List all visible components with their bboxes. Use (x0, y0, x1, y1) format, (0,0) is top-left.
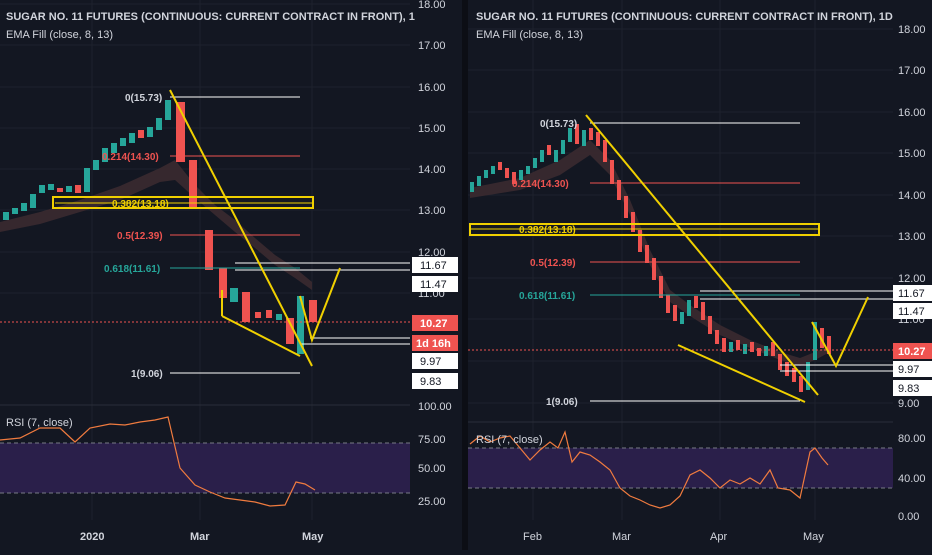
fib-label: 0(15.73) (540, 119, 577, 130)
right-fib-highlight-box (469, 223, 820, 236)
left-rsi-axis[interactable]: 100.00 75.00 50.00 25.00 (418, 401, 452, 508)
rsi-tick: 40.00 (898, 473, 926, 485)
price-tag: 11.47 (420, 279, 447, 291)
rsi-tick: 0.00 (898, 511, 919, 523)
price-tick: 17.00 (418, 40, 446, 52)
right-chart[interactable]: 0(15.73) 0.214(14.30) 0.382(13.18) 0.5(1… (468, 0, 932, 543)
fib-label: 0.5(12.39) (117, 231, 163, 242)
right-price-tags: 11.67 11.47 10.27 9.97 9.83 (893, 285, 932, 396)
right-fib-lines (468, 122, 893, 402)
time-label: Mar (612, 531, 631, 543)
time-label: May (302, 531, 324, 543)
candle-timer: 1d 16h (416, 338, 451, 350)
price-tick: 13.00 (898, 231, 926, 243)
rsi-tick: 75.00 (418, 434, 446, 446)
price-tick: 15.00 (418, 123, 446, 135)
right-pattern-lines (585, 114, 869, 403)
price-tick: 14.00 (898, 190, 926, 202)
fib-label: 0.382(13.18) (519, 225, 576, 236)
price-tag: 11.67 (420, 260, 447, 272)
time-label: May (803, 531, 824, 543)
time-label: 2020 (80, 531, 104, 543)
price-tick: 18.00 (418, 0, 446, 11)
fib-label: 0.214(14.30) (102, 152, 159, 163)
price-tag: 9.97 (898, 364, 919, 376)
chart-splitter[interactable] (462, 0, 468, 550)
time-label: Apr (710, 531, 727, 543)
left-time-axis[interactable]: 2020 Mar May (80, 531, 324, 543)
time-label: Feb (523, 531, 542, 543)
right-indicator-label: EMA Fill (close, 8, 13) (476, 29, 583, 41)
price-tick: 12.00 (418, 247, 446, 259)
right-rsi-line (469, 430, 829, 509)
price-tag: 11.67 (898, 288, 925, 300)
left-chart-title: SUGAR NO. 11 FUTURES (CONTINUOUS: CURREN… (6, 11, 415, 23)
right-candles (470, 124, 831, 392)
price-tick: 14.00 (418, 164, 446, 176)
fib-label: 0.214(14.30) (512, 179, 569, 190)
price-tick: 16.00 (898, 107, 926, 119)
time-label: Mar (190, 531, 210, 543)
right-fib-labels: 0(15.73) 0.214(14.30) 0.382(13.18) 0.5(1… (512, 119, 578, 408)
left-rsi-label: RSI (7, close) (6, 417, 73, 429)
right-chart-title: SUGAR NO. 11 FUTURES (CONTINUOUS: CURREN… (476, 11, 893, 23)
price-tick: 9.00 (898, 398, 919, 410)
right-time-axis[interactable]: Feb Mar Apr May (523, 531, 824, 543)
left-chart[interactable]: 0(15.73) 0.214(14.30) 0.382(13.18) 0.5(1… (0, 0, 458, 543)
left-fib-lines (0, 96, 410, 374)
price-tag: 9.97 (420, 356, 441, 368)
price-tick: 13.00 (418, 205, 446, 217)
left-price-tags: 11.67 11.47 10.27 1d 16h 9.97 9.83 (412, 257, 458, 389)
left-candles (3, 100, 317, 354)
left-indicator-label: EMA Fill (close, 8, 13) (6, 29, 113, 41)
fib-label: 0.5(12.39) (530, 258, 576, 269)
left-pattern-lines (169, 89, 341, 367)
price-tag: 9.83 (420, 376, 441, 388)
right-rsi-axis[interactable]: 80.00 40.00 0.00 (898, 433, 926, 523)
right-rsi-band (468, 448, 893, 488)
fib-label: 0.618(11.61) (519, 291, 575, 302)
current-price-tag: 10.27 (898, 346, 926, 358)
left-fib-labels: 0(15.73) 0.214(14.30) 0.382(13.18) 0.5(1… (102, 93, 169, 380)
price-tick: 12.00 (898, 273, 926, 285)
left-fib-highlight-box (52, 196, 314, 209)
fib-label: 0.618(11.61) (104, 264, 160, 275)
rsi-tick: 25.00 (418, 496, 446, 508)
right-rsi-label: RSI (7, close) (476, 434, 543, 446)
left-rsi-band (0, 443, 410, 493)
current-price-tag: 10.27 (420, 318, 448, 330)
price-tag: 11.47 (898, 306, 925, 318)
right-ema-band (470, 140, 830, 366)
price-tick: 16.00 (418, 82, 446, 94)
price-tick: 18.00 (898, 24, 926, 36)
rsi-tick: 50.00 (418, 463, 446, 475)
fib-label: 0(15.73) (125, 93, 162, 104)
rsi-tick: 100.00 (418, 401, 452, 413)
rsi-tick: 80.00 (898, 433, 926, 445)
fib-label: 1(9.06) (131, 369, 163, 380)
left-grid (0, 0, 410, 520)
left-rsi-line (0, 416, 316, 507)
fib-label: 1(9.06) (546, 397, 578, 408)
fib-label: 0.382(13.18) (112, 199, 169, 210)
price-tick: 17.00 (898, 65, 926, 77)
price-tag: 9.83 (898, 383, 919, 395)
price-tick: 15.00 (898, 148, 926, 160)
